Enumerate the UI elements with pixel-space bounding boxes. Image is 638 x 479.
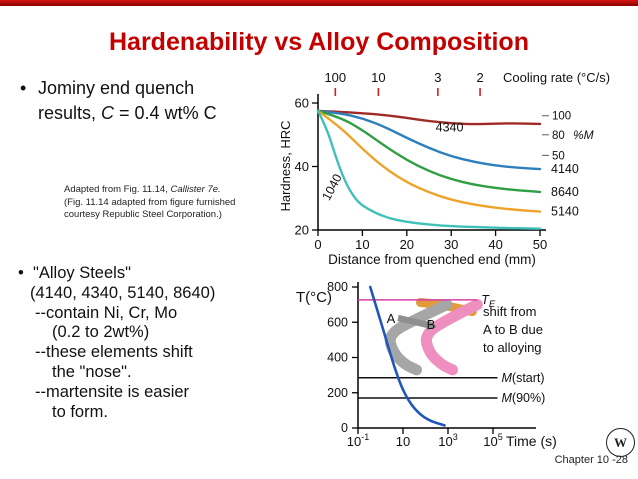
temp-tick-label: 800 [327, 280, 348, 294]
curve-4140 [316, 109, 542, 171]
curve-B-band [420, 299, 483, 376]
alloy-steels-contain: --contain Ni, Cr, Mo [35, 303, 178, 322]
alloy-steels-shift: --these elements shift [35, 343, 193, 362]
x-axis-title: Time (s) [506, 433, 557, 449]
x-tick-label: 40 [488, 237, 502, 252]
martensite-90-label: M(90%) [502, 391, 546, 405]
chapter-footer: Chapter 10 -28 [554, 454, 628, 466]
temp-tick-label: 600 [327, 315, 348, 329]
cooling-rate-tick-label: 100 [324, 70, 346, 85]
x-tick-label: 10 [355, 237, 369, 252]
bullet-dot: • [20, 78, 27, 98]
bullet-jominy: • Jominy end quench results, C = 0.4 wt% … [20, 76, 217, 126]
curve-label-4140: 4140 [551, 162, 579, 176]
curve-label-4340: 4340 [436, 121, 464, 135]
curve-label-5140: 5140 [551, 205, 579, 219]
bullet-dot: • [18, 264, 24, 282]
y-axis-title: T(°C) [296, 289, 332, 306]
y-tick-label: 20 [295, 223, 309, 238]
bullet1-text: Jominy end quench [38, 78, 195, 98]
alloy-steels-martensite: --martensite is easier [35, 382, 190, 401]
x-axis-title: Distance from quenched end (mm) [328, 252, 536, 267]
cooling-rate-tick-label: 3 [434, 70, 441, 85]
pct-martensite-tick-label: 80 [552, 130, 565, 142]
pct-martensite-tick-label: 100 [552, 111, 571, 123]
x-tick-label: 0 [314, 237, 321, 252]
y-tick-label: 40 [295, 159, 309, 174]
wiley-logo-letter: W [614, 434, 627, 450]
wiley-logo-icon: W [606, 428, 635, 457]
curve-5140 [316, 109, 542, 213]
top-bar [0, 0, 638, 6]
cooling-curve [368, 285, 446, 427]
pct-martensite-axis-label: %M [573, 128, 594, 142]
alloy-steels-grades: (4140, 4340, 5140, 8640) [30, 283, 216, 302]
bullet-alloy-steels: • "Alloy Steels" (4140, 4340, 5140, 8640)… [18, 264, 215, 422]
temp-tick-label: 0 [341, 421, 348, 435]
annotation-line-2: A to B due [483, 322, 543, 337]
credit-line1-pre: Adapted from Fig. 11.14, [64, 184, 171, 195]
alloy-steels-nose: the "nose". [52, 362, 132, 381]
bullet1-line2-pre: results, [38, 103, 102, 123]
alloy-steels-heading: • "Alloy Steels" [18, 264, 215, 284]
page-title: Hardenability vs Alloy Composition [109, 28, 529, 56]
pct-martensite-tick-label: 50 [552, 150, 565, 162]
temp-tick-label: 200 [327, 386, 348, 400]
curve-1040 [316, 109, 542, 230]
credit-line1: Adapted from Fig. 11.14, Callister 7e. [64, 184, 235, 197]
cooling-rate-axis-title: Cooling rate (°C/s) [503, 70, 610, 85]
band-label-A: A [387, 311, 396, 326]
x-tick-label: 30 [444, 237, 458, 252]
martensite-start-label: M(start) [502, 371, 545, 385]
time-tick-label: 10-1 [347, 432, 369, 449]
cooling-rate-tick-label: 10 [371, 70, 385, 85]
cooling-rate-tick-label: 2 [476, 70, 483, 85]
credit-line2: (Fig. 11.14 adapted from figure furnishe… [64, 196, 236, 208]
annotation-line-3: to alloying [483, 340, 542, 355]
bullet1-line2-italic-c: C [101, 103, 115, 123]
credit-line1-italic: Callister 7e. [170, 184, 221, 195]
curve-4340 [316, 109, 542, 126]
eutectoid-temp-label: TE [481, 293, 496, 310]
temp-tick-label: 400 [327, 351, 348, 365]
curve-label-1040: 1040 [319, 172, 344, 203]
band-label-B: B [427, 317, 436, 332]
alloy-steels-wtpct: (0.2 to 2wt%) [52, 323, 150, 342]
shift-arrow [397, 314, 432, 329]
y-axis-title: Hardness, HRC [278, 120, 293, 211]
time-tick-label: 103 [438, 432, 457, 449]
figure-credit: Adapted from Fig. 11.14, Callister 7e. (… [64, 184, 235, 222]
time-tick-label: 10 [396, 434, 410, 449]
y-tick-label: 60 [295, 96, 309, 111]
alloy-steels-toform: to form. [52, 402, 108, 421]
annotation-line-1: shift from [483, 304, 536, 319]
shift-arrow-head [426, 319, 437, 330]
bullet1-line2-post: = 0.4 wt% C [114, 103, 217, 123]
time-tick-label: 105 [483, 432, 502, 449]
credit-line3: courtesy Republic Steel Corporation.) [64, 209, 222, 220]
curve-label-8640: 8640 [551, 185, 579, 199]
x-tick-label: 50 [533, 237, 547, 252]
bullet-jominy-line1: • Jominy end quench [20, 76, 217, 101]
curve-8640 [316, 109, 542, 194]
x-tick-label: 20 [400, 237, 414, 252]
bullet-jominy-line2: results, C = 0.4 wt% C [20, 101, 217, 126]
alloy-steels-title: "Alloy Steels" [33, 264, 131, 282]
